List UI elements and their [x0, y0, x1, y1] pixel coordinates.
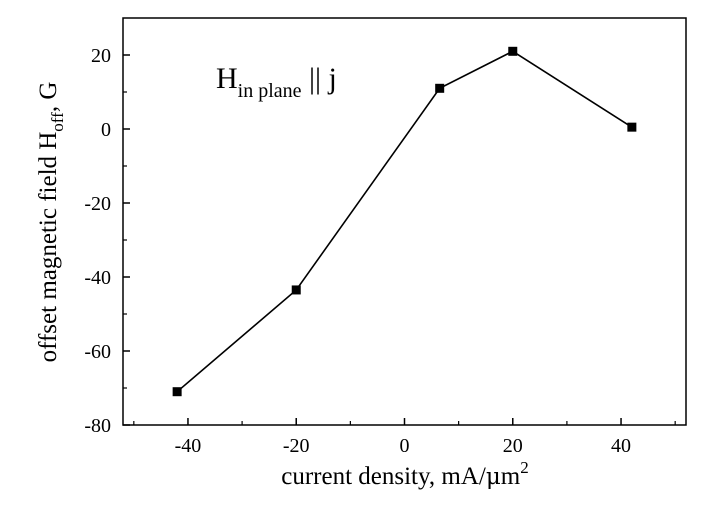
y-axis-title-tail: , G	[35, 82, 62, 113]
y-tick-label: 20	[91, 45, 111, 67]
x-axis-title-mu: μ	[486, 464, 501, 490]
data-point-marker	[508, 46, 518, 56]
y-tick-label: 0	[101, 119, 111, 141]
data-point-marker	[172, 387, 182, 397]
y-tick-label: -60	[84, 341, 111, 363]
x-tick-label: 40	[611, 435, 631, 457]
x-tick-label: 0	[400, 435, 410, 457]
annotation-tail: || j	[302, 62, 337, 95]
x-tick-label: -20	[283, 435, 310, 457]
plot-area	[172, 46, 637, 397]
x-axis-title: current density, mA/μm2	[281, 458, 528, 490]
x-axis-title-superscript: 2	[520, 458, 529, 477]
data-point-marker	[627, 122, 637, 132]
y-axis-title-main: offset magnetic field H	[35, 132, 62, 363]
y-axis-title: offset magnetic field Hoff, G	[35, 82, 67, 363]
y-tick-label: -40	[84, 267, 111, 289]
annotation-label: Hin plane || j	[216, 62, 337, 102]
y-tick-label: -80	[84, 415, 111, 437]
x-axis-ticks: -40 -20 0 20 40	[133, 418, 676, 457]
y-axis-ticks: -80 -60 -40 -20 0 20	[84, 45, 130, 437]
data-point-marker	[291, 285, 301, 295]
x-tick-label: -40	[175, 435, 202, 457]
annotation-subscript: in plane	[238, 80, 302, 102]
y-tick-label: -20	[84, 193, 111, 215]
x-axis-title-main: current density, mA/	[281, 463, 486, 490]
annotation-main: H	[216, 62, 238, 95]
x-axis-title-m: m	[501, 463, 521, 490]
data-point-marker	[435, 83, 445, 93]
y-axis-title-subscript: off	[48, 112, 67, 132]
x-tick-label: 20	[503, 435, 523, 457]
